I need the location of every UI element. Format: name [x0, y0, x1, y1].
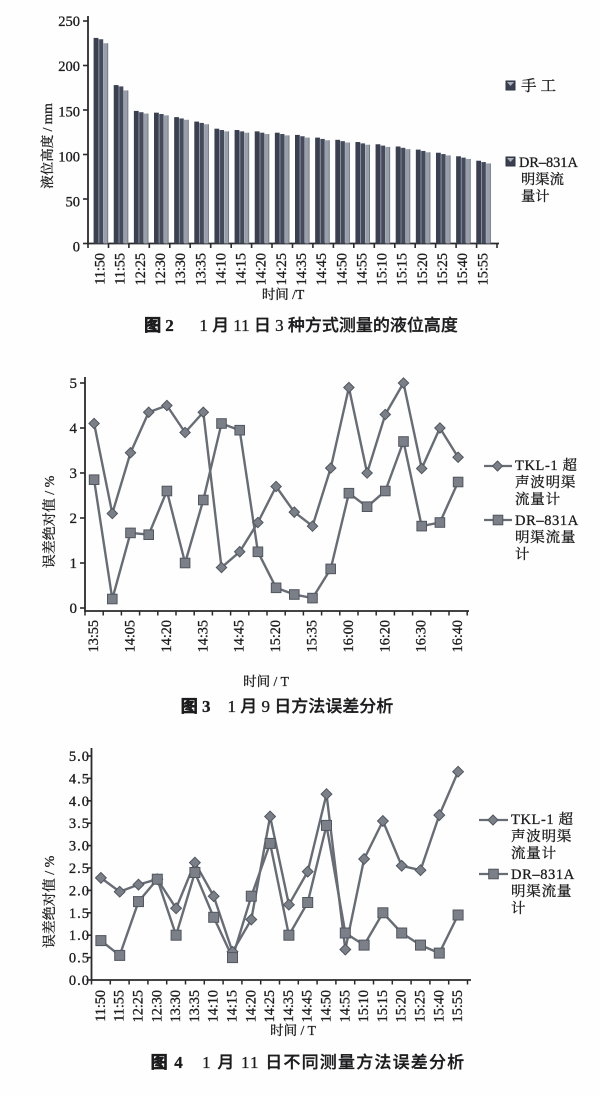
svg-text:15:25: 15:25: [435, 253, 451, 285]
svg-text:16:40: 16:40: [450, 620, 466, 652]
svg-text:图 2 1 月 11 日 3 种方式测量的液位高度: 图 2 1 月 11 日 3 种方式测量的液位高度: [144, 316, 458, 335]
svg-text:TKL-1 超: TKL-1 超: [511, 811, 574, 828]
svg-text:13:55: 13:55: [86, 620, 102, 652]
svg-text:2.5: 2.5: [69, 861, 90, 877]
svg-text:流量计: 流量计: [511, 845, 557, 862]
svg-text:明渠流: 明渠流: [521, 171, 564, 188]
svg-text:14:45: 14:45: [232, 620, 248, 652]
svg-text:14:20: 14:20: [243, 990, 259, 1022]
svg-text:流量计: 流量计: [515, 491, 561, 508]
svg-text:16:00: 16:00: [341, 620, 357, 652]
svg-text:声波明渠: 声波明渠: [511, 828, 572, 845]
svg-text:14:35: 14:35: [195, 620, 211, 652]
svg-text:1: 1: [70, 556, 78, 572]
svg-text:时间 / T: 时间 / T: [243, 674, 290, 689]
svg-text:3.5: 3.5: [69, 816, 90, 832]
svg-text:14:45: 14:45: [300, 990, 316, 1022]
svg-text:14:05: 14:05: [123, 620, 139, 652]
svg-text:14:10: 14:10: [206, 990, 222, 1022]
svg-text:4: 4: [70, 421, 78, 437]
svg-text:50: 50: [66, 195, 81, 211]
svg-text:0.5: 0.5: [69, 951, 90, 967]
svg-text:DR–831A: DR–831A: [515, 513, 579, 529]
svg-text:TKL-1 超: TKL-1 超: [515, 457, 578, 474]
svg-text:14:25: 14:25: [262, 990, 278, 1022]
svg-text:15:10: 15:10: [375, 253, 391, 285]
svg-text:14:50: 14:50: [334, 253, 350, 285]
svg-text:明渠流量: 明渠流量: [511, 883, 572, 900]
svg-text:15:10: 15:10: [356, 990, 372, 1022]
svg-text:计: 计: [515, 546, 530, 563]
svg-text:4.5: 4.5: [69, 771, 90, 787]
svg-text:5.0: 5.0: [69, 749, 90, 765]
svg-text:14:35: 14:35: [281, 990, 297, 1022]
svg-text:2.0: 2.0: [69, 883, 90, 899]
svg-text:14:45: 14:45: [314, 253, 330, 285]
svg-text:12:25: 12:25: [131, 990, 147, 1022]
svg-text:11:55: 11:55: [112, 990, 128, 1022]
svg-text:14:35: 14:35: [294, 253, 310, 285]
svg-text:时间 / T: 时间 / T: [270, 1023, 317, 1038]
svg-text:15:20: 15:20: [415, 253, 431, 285]
svg-text:200: 200: [58, 59, 80, 75]
svg-text:5: 5: [70, 376, 78, 392]
svg-text:16:20: 16:20: [377, 620, 393, 652]
svg-text:1.0: 1.0: [69, 928, 90, 944]
svg-text:图 4 1 月 11 日不同测量方法误差分析: 图 4 1 月 11 日不同测量方法误差分析: [151, 1053, 466, 1072]
svg-text:100: 100: [58, 149, 80, 165]
svg-text:150: 150: [58, 104, 80, 120]
svg-text:15:20: 15:20: [394, 990, 410, 1022]
svg-text:计: 计: [511, 900, 526, 917]
svg-text:声波明渠: 声波明渠: [515, 474, 576, 491]
svg-text:14:55: 14:55: [354, 253, 370, 285]
svg-text:14:20: 14:20: [159, 620, 175, 652]
svg-text:1.5: 1.5: [69, 906, 90, 922]
svg-text:0: 0: [73, 240, 80, 256]
svg-text:明渠流量: 明渠流量: [515, 529, 576, 546]
svg-text:0: 0: [70, 601, 78, 617]
svg-text:液位高度 / mm: 液位高度 / mm: [40, 103, 55, 189]
svg-text:DR–831A: DR–831A: [519, 155, 578, 171]
svg-text:手工: 手工: [521, 78, 560, 95]
svg-text:11:55: 11:55: [113, 253, 129, 285]
svg-text:14:50: 14:50: [319, 990, 335, 1022]
svg-text:250: 250: [58, 14, 80, 30]
svg-text:14:15: 14:15: [225, 990, 241, 1022]
svg-text:15:35: 15:35: [305, 620, 321, 652]
svg-text:14:55: 14:55: [337, 990, 353, 1022]
svg-text:4.0: 4.0: [69, 794, 90, 810]
svg-text:3: 3: [70, 466, 78, 482]
svg-text:12:30: 12:30: [149, 990, 165, 1022]
svg-text:图 3 1 月 9 日方法误差分析: 图 3 1 月 9 日方法误差分析: [181, 697, 394, 716]
svg-text:15:55: 15:55: [475, 253, 491, 285]
svg-text:3.0: 3.0: [69, 839, 90, 855]
svg-text:12:25: 12:25: [133, 253, 149, 285]
svg-text:2: 2: [70, 511, 78, 527]
svg-text:16:30: 16:30: [414, 620, 430, 652]
svg-text:误差绝对值 / %: 误差绝对值 / %: [42, 855, 58, 948]
svg-text:时间 /T: 时间 /T: [262, 287, 305, 302]
svg-text:13:30: 13:30: [168, 990, 184, 1022]
svg-text:15:20: 15:20: [268, 620, 284, 652]
svg-text:量计: 量计: [521, 189, 550, 205]
svg-text:13:35: 13:35: [193, 253, 209, 285]
svg-text:13:30: 13:30: [173, 253, 189, 285]
svg-text:11:50: 11:50: [93, 990, 109, 1022]
svg-text:15:40: 15:40: [431, 990, 447, 1022]
svg-text:14:10: 14:10: [213, 253, 229, 285]
svg-text:15:40: 15:40: [455, 253, 471, 285]
svg-text:误差绝对值 / %: 误差绝对值 / %: [42, 475, 58, 568]
svg-text:DR–831A: DR–831A: [511, 867, 575, 883]
svg-text:12:30: 12:30: [153, 253, 169, 285]
svg-text:13:35: 13:35: [187, 990, 203, 1022]
svg-text:14:15: 14:15: [234, 253, 250, 285]
svg-text:15:55: 15:55: [450, 990, 466, 1022]
svg-text:14:25: 14:25: [274, 253, 290, 285]
svg-text:0.0: 0.0: [69, 973, 90, 989]
svg-text:15:25: 15:25: [413, 990, 429, 1022]
svg-text:15:15: 15:15: [375, 990, 391, 1022]
svg-text:15:15: 15:15: [395, 253, 411, 285]
svg-text:14:20: 14:20: [254, 253, 270, 285]
svg-text:11:50: 11:50: [93, 253, 109, 285]
